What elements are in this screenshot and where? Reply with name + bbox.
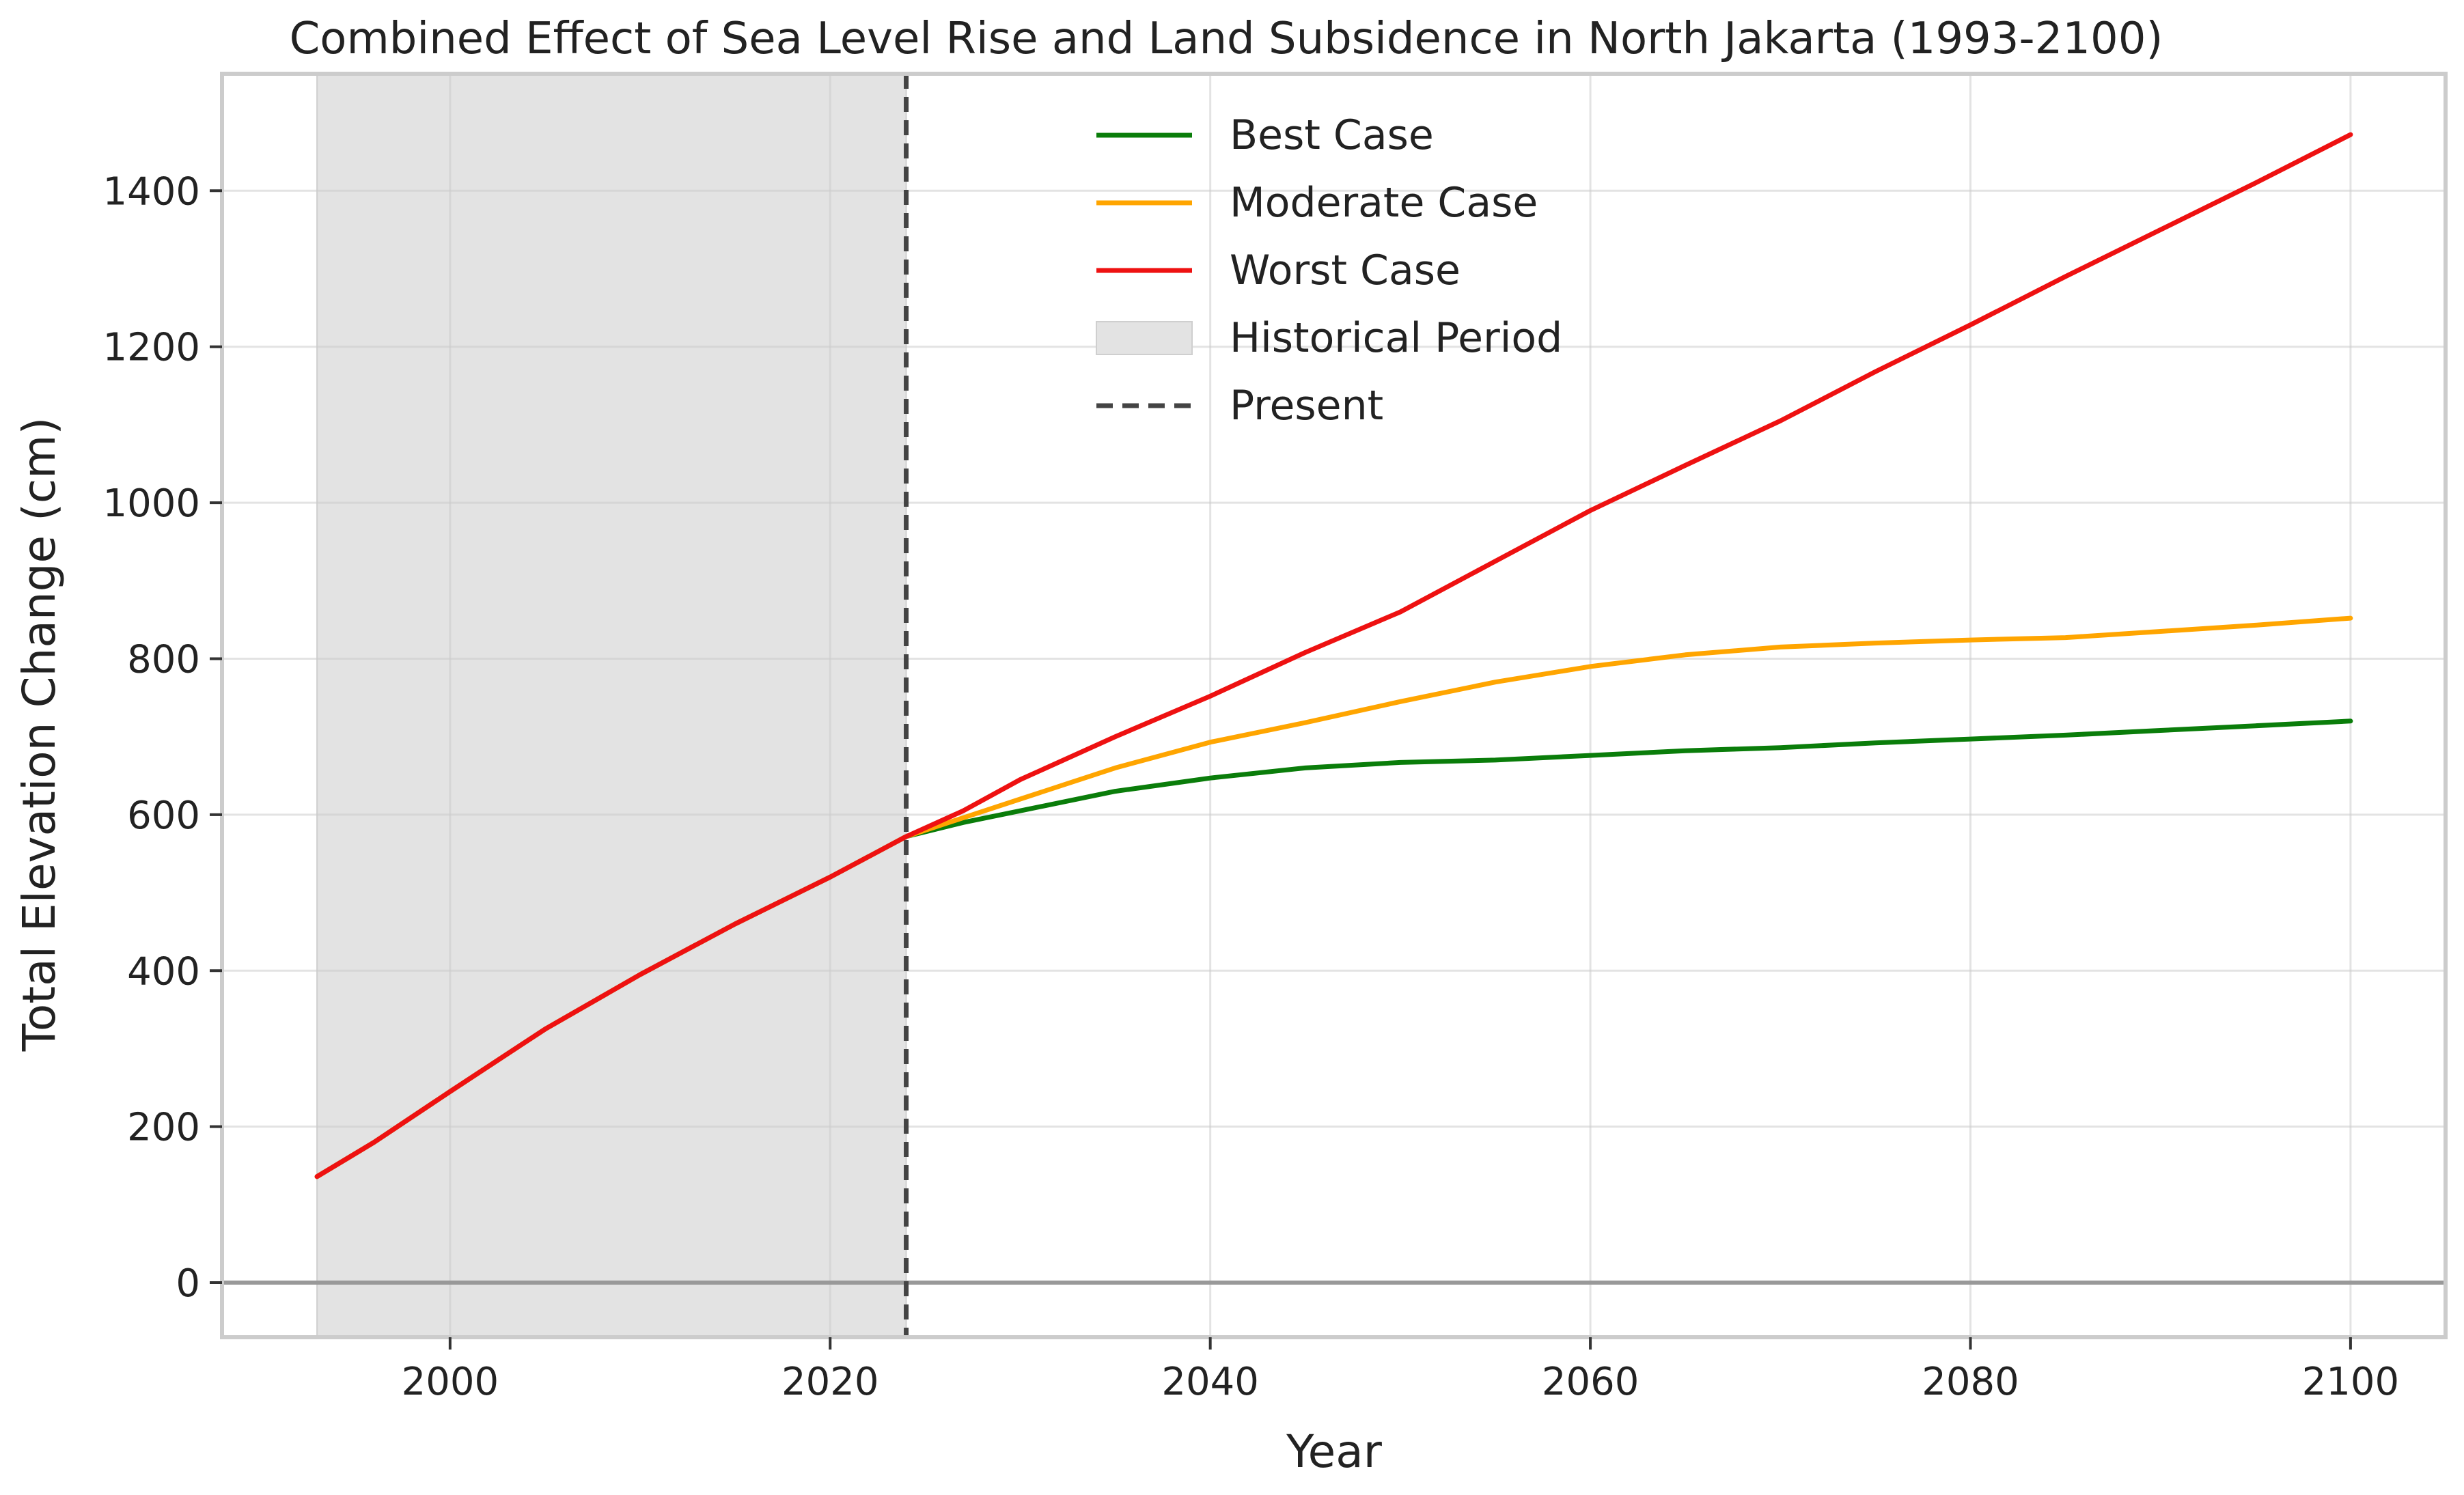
y-tick-label: 600 [127,794,200,838]
y-tick-label: 200 [127,1106,200,1150]
y-tick-label: 1400 [102,169,200,214]
legend-label-best-case: Best Case [1230,111,1434,159]
x-tick-label: 2000 [402,1360,499,1404]
chart-title: Combined Effect of Sea Level Rise and La… [290,14,2163,64]
y-tick-label: 0 [176,1261,200,1306]
legend-label-present: Present [1230,382,1383,430]
plot-area: 2000 2020 2040 2060 2080 2100 0 200 400 600 800 100… [102,72,2448,1404]
series-line-worst-case [314,132,2353,1179]
x-tick-label: 2020 [781,1360,879,1404]
x-tick-label: 2060 [1542,1360,1639,1404]
y-tick-label: 400 [127,949,200,994]
plot-frame [220,72,2448,1339]
y-tick-label: 800 [127,637,200,682]
x-tick-label: 2040 [1161,1360,1259,1404]
historical-period-shade [316,73,907,1338]
legend-swatch-historical-period [1096,321,1193,355]
x-tick-label: 2080 [1922,1360,2019,1404]
y-tick-label: 1000 [102,481,200,526]
x-axis-label: Year [1286,1425,1383,1478]
legend: Best Case Moderate Case Worst Case Historic… [1096,111,1562,430]
x-tick-label: 2100 [2302,1360,2400,1404]
legend-label-historical-period: Historical Period [1230,314,1562,362]
y-tick-label: 1200 [102,326,200,370]
y-axis-label: Total Elevation Change (cm) [13,417,66,1052]
legend-label-moderate-case: Moderate Case [1230,179,1538,227]
legend-label-worst-case: Worst Case [1230,247,1461,294]
